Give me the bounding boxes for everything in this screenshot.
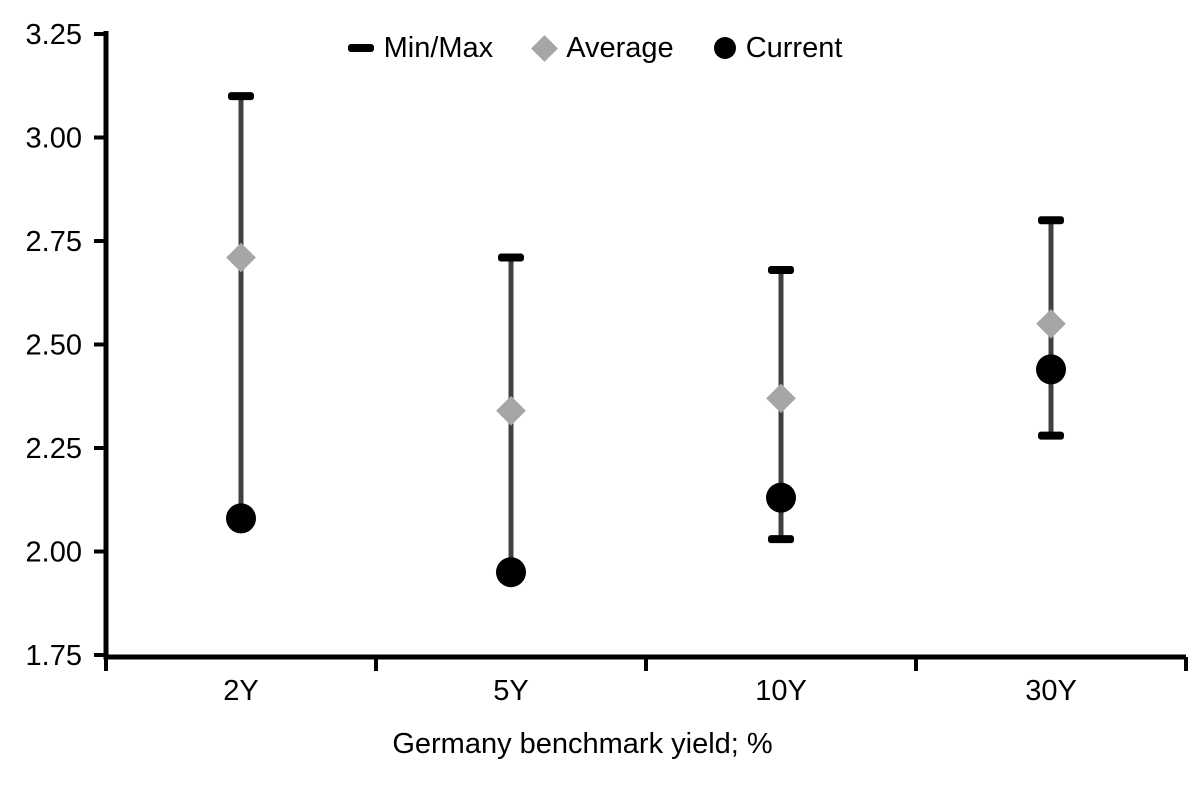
average-diamond-icon (531, 34, 559, 62)
min-cap (768, 535, 794, 544)
legend: Min/Max Average Current (0, 30, 1190, 66)
y-tick-label: 2.00 (26, 537, 82, 569)
x-category-label: 10Y (755, 675, 807, 707)
legend-label-average: Average (566, 32, 674, 64)
current-circle (766, 482, 796, 513)
y-tick-label: 1.75 (26, 640, 82, 672)
x-category-label: 30Y (1025, 675, 1077, 707)
current-circle-icon (713, 37, 736, 59)
legend-item-current: Current (713, 30, 843, 66)
max-cap (1038, 216, 1064, 225)
y-tick-label: 3.25 (26, 19, 82, 51)
minmax-dash-icon (347, 44, 374, 52)
max-cap (768, 265, 794, 274)
max-cap (498, 253, 524, 262)
x-category-label: 5Y (493, 675, 528, 707)
y-tick-label: 2.75 (26, 226, 82, 258)
min-cap (1038, 431, 1064, 440)
y-tick-label: 2.25 (26, 433, 82, 465)
legend-label-current: Current (745, 32, 843, 64)
max-cap (228, 92, 254, 101)
legend-item-minmax: Min/Max (347, 30, 494, 66)
average-diamond (766, 383, 796, 414)
y-tick-label: 3.00 (26, 123, 82, 155)
legend-item-average: Average (531, 30, 674, 66)
average-diamond (226, 242, 256, 273)
y-tick-label: 2.50 (26, 330, 82, 362)
average-diamond (496, 395, 526, 426)
average-diamond (1036, 308, 1066, 339)
x-axis-title: Germany benchmark yield; % (392, 728, 773, 760)
x-category-label: 2Y (223, 675, 258, 707)
legend-label-minmax: Min/Max (383, 32, 494, 64)
current-circle (1036, 354, 1066, 385)
current-circle (226, 503, 256, 534)
current-circle (496, 557, 526, 588)
